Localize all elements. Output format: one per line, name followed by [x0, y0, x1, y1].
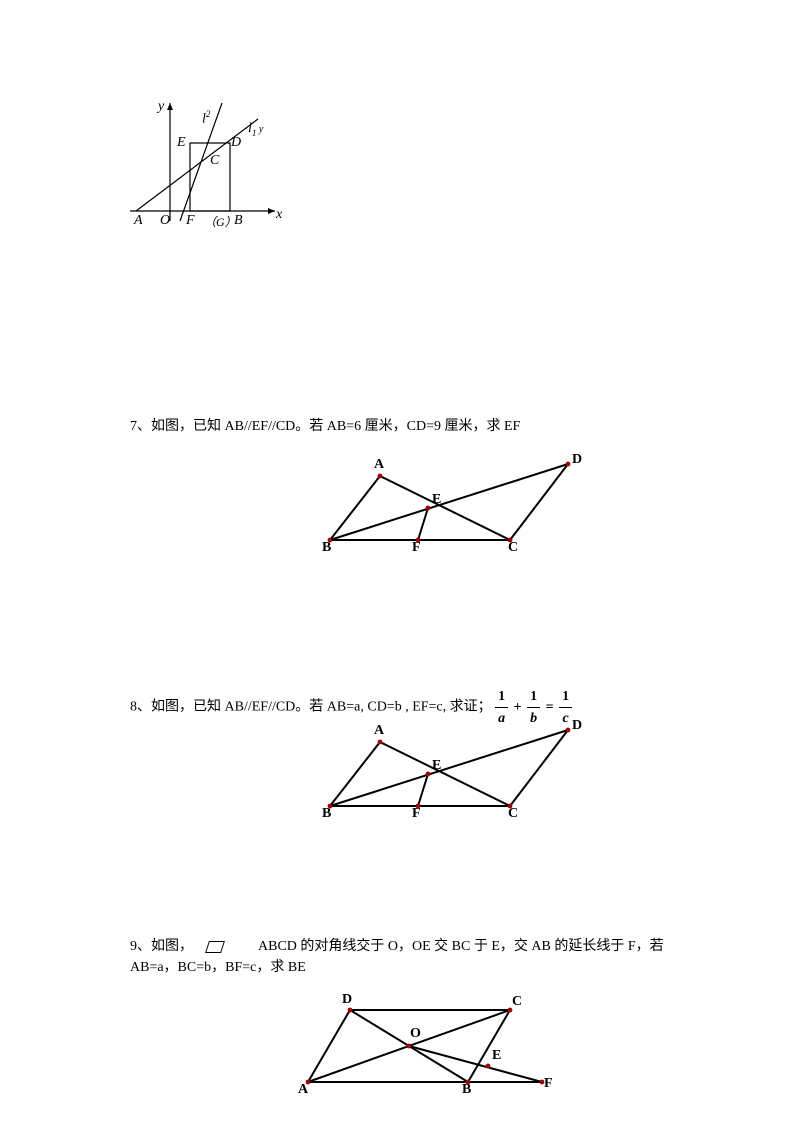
axis-x-label: x	[276, 207, 282, 223]
p8-D: D	[572, 718, 582, 734]
p9-O: O	[410, 1026, 421, 1042]
diagram-coord: y x l2 l1 y E D C A O F （G） B	[130, 95, 290, 235]
parallelogram-icon	[205, 941, 225, 953]
label-A: A	[134, 213, 143, 229]
line-l-label: l2	[202, 109, 210, 128]
label-G: （G）	[204, 213, 237, 230]
plus-sym: +	[512, 697, 524, 718]
p7-A: A	[374, 457, 384, 473]
equals-sym: =	[544, 697, 556, 718]
label-B: B	[234, 213, 243, 229]
problem7-text: 7、如图，已知 AB//EF//CD。若 AB=6 厘米，CD=9 厘米，求 E…	[130, 416, 670, 437]
label-C: C	[210, 153, 219, 169]
p8-C: C	[508, 806, 518, 822]
p9-text-post1: ABCD 的对角线交于 O，OE 交 BC 于 E，交 AB 的延长线于 F，若	[258, 939, 664, 954]
p8-E: E	[432, 758, 441, 774]
p7-F: F	[412, 540, 421, 556]
p7-E: E	[432, 492, 441, 508]
line-l1-label: l1 y	[248, 121, 263, 138]
p8-A: A	[374, 723, 384, 739]
problem7-diagram: A D E B F C	[300, 452, 600, 562]
p9-D: D	[342, 992, 352, 1008]
page: y x l2 l1 y E D C A O F （G） B 7、如图，已知 AB…	[0, 0, 800, 1132]
p9-E: E	[492, 1048, 501, 1064]
p8-F: F	[412, 806, 421, 822]
label-F: F	[186, 213, 195, 229]
p9-text-pre: 9、如图，	[130, 939, 193, 954]
p8-text-pre: 8、如图，已知 AB//EF//CD。若 AB=a, CD=b , EF=c, …	[130, 700, 492, 715]
label-E: E	[177, 135, 186, 151]
p8-B: B	[322, 806, 331, 822]
p9-B: B	[462, 1082, 471, 1098]
problem9-text: 9、如图， ABCD 的对角线交于 O，OE 交 BC 于 E，交 AB 的延长…	[130, 936, 670, 978]
p7-C: C	[508, 540, 518, 556]
p9-C: C	[512, 994, 522, 1010]
p7-B: B	[322, 540, 331, 556]
problem8-diagram: A D E B F C	[300, 718, 600, 828]
p7-D: D	[572, 452, 582, 468]
p9-F: F	[544, 1076, 553, 1092]
p9-text-line2: AB=a，BC=b，BF=c，求 BE	[130, 960, 306, 975]
label-O: O	[160, 213, 170, 229]
label-D: D	[231, 135, 241, 151]
p9-A: A	[298, 1082, 308, 1098]
problem9-diagram: D C O E A B F	[280, 988, 580, 1098]
axis-y-label: y	[158, 99, 164, 115]
